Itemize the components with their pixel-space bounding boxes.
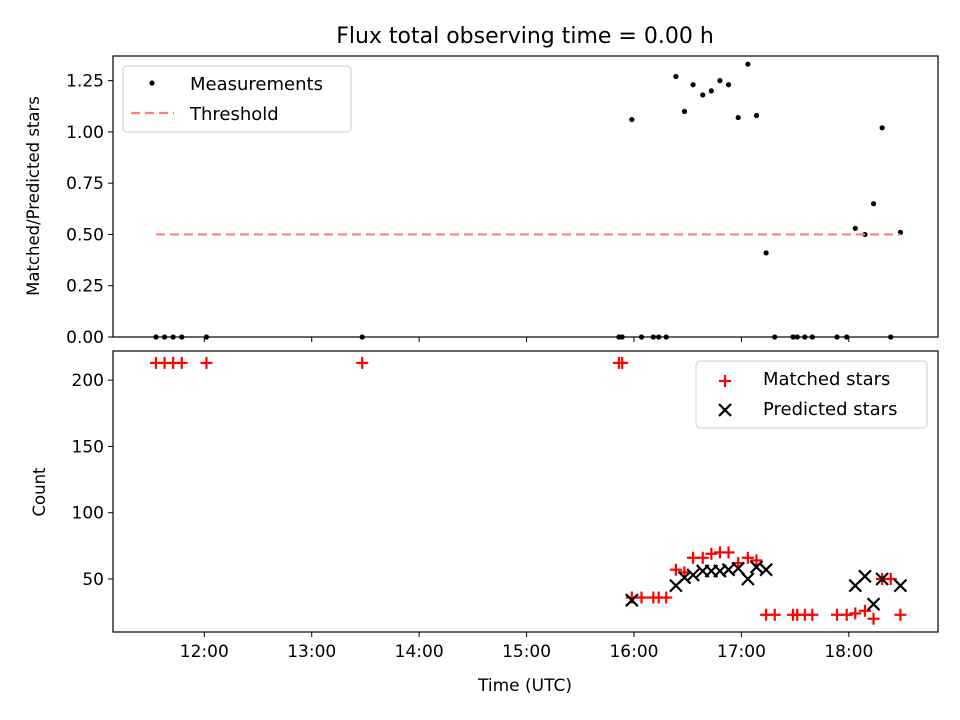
legend-matched-marker [719,375,731,387]
matched-stars-point [616,356,629,369]
x-axis-label: Time (UTC) [477,676,572,696]
bottom-panel: Count Time (UTC) 50 100 150 200 12:00 13:00 14… [30,350,939,696]
bottom-axes-frame [112,350,939,633]
bottom-x-tick-label: 15:00 [502,642,551,662]
predicted-stars-point [893,578,908,593]
legend-predicted-label: Predicted stars [763,399,897,420]
chart-title: Flux total observing time = 0.00 h [336,24,714,49]
bottom-y-axis-label: Count [30,467,49,517]
matched-stars-point [200,356,213,369]
measurements-point [735,114,741,121]
predicted-stars-point [686,568,700,582]
matched-stars-point [696,551,709,564]
bottom-y-tick-label: 50 [82,570,104,590]
measurements-point [708,88,714,94]
measurements-point [879,125,885,131]
predicted-stars-point [731,561,745,576]
bottom-y-tick-label: 150 [72,437,104,457]
predicted-stars-point [625,593,639,607]
bottom-x-tick-label: 12:00 [180,642,229,662]
bottom-x-tick-label: 17:00 [717,642,766,662]
matched-stars-point [635,591,648,604]
matched-stars-point [175,356,188,369]
matched-stars-point [894,608,907,621]
legend-matched-label: Matched stars [763,369,890,390]
top-legend: Measurements Threshold [122,65,352,133]
top-y-tick-label: 0.25 [66,277,104,297]
matched-stars-point [858,604,871,617]
matched-stars-point [840,608,853,621]
legend-measurements-label: Measurements [190,74,323,95]
predicted-stars-point [875,572,889,586]
bottom-y-tick-label: 100 [72,504,104,524]
matched-stars-point [722,546,735,559]
predicted-stars-point [759,562,773,577]
predicted-stars-point [858,569,872,584]
bottom-x-tick-label: 16:00 [609,642,658,662]
measurements-point [745,61,751,67]
matched-stars-point [705,547,718,560]
bottom-x-tick-label: 14:00 [395,642,444,662]
top-y-tick-label: 0.50 [66,225,104,245]
matched-stars-point [867,612,880,625]
top-plot-area [153,61,904,340]
matched-stars-point [669,563,682,576]
predicted-stars-point [677,570,692,585]
top-y-tick-label: 0.75 [66,174,104,194]
matched-stars-point [741,551,754,564]
predicted-stars-point [741,572,755,586]
legend-measurements-marker [149,80,155,86]
matched-stars-point [849,607,862,620]
legend-predicted-marker [718,403,732,417]
bottom-plot-area [149,356,908,625]
matched-stars-point [660,591,673,604]
top-panel: Flux total observing time = 0.00 h Match… [24,24,939,348]
legend-threshold-label: Threshold [189,104,279,125]
measurements-point [700,92,706,98]
measurements-point [681,108,688,114]
measurements-point [870,201,877,207]
predicted-stars-point [749,560,764,574]
top-y-tick-label: 1.25 [66,72,104,92]
matched-stars-point [768,608,781,621]
matched-stars-point [806,608,819,621]
bottom-y-tick-label: 200 [72,371,104,391]
measurements-point [852,225,858,231]
matched-stars-point [356,356,369,369]
top-axis-ticks: 0.00 0.25 0.50 0.75 1.00 1.25 [66,72,850,348]
measurements-point [673,73,679,80]
measurements-point [690,82,696,88]
measurements-point [725,82,732,88]
measurements-point [763,250,769,256]
top-y-tick-label: 0.00 [66,328,104,348]
top-legend-box [122,65,352,133]
measurements-point [753,112,760,119]
predicted-stars-point [866,597,881,611]
bottom-x-tick-label: 18:00 [824,642,873,662]
top-y-axis-label: Matched/Predicted stars [24,96,43,296]
matched-stars-point [884,572,897,585]
matched-stars-point [750,554,763,567]
top-y-tick-label: 1.00 [66,123,104,143]
measurements-point [629,116,635,123]
bottom-x-tick-label: 13:00 [287,642,336,662]
bottom-legend-box [695,360,928,429]
bottom-legend: Matched stars Predicted stars [695,360,928,429]
top-axes-frame [112,55,939,338]
measurements-point [717,78,723,84]
bottom-axis-ticks: 50 100 150 200 12:00 13:00 14:00 15:00 16:00 17:0… [72,371,874,662]
